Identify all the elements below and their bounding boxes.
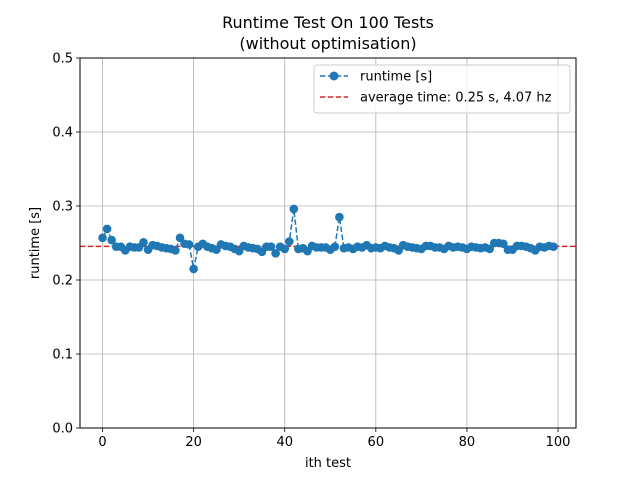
runtime-data-point	[175, 233, 185, 243]
y-tick-label: 0.4	[52, 126, 73, 141]
grid-layer	[80, 57, 576, 429]
runtime-data-point	[499, 239, 508, 249]
x-tick-label: 20	[185, 435, 202, 450]
legend-runtime-marker	[329, 71, 339, 81]
runtime-data-point	[184, 240, 194, 249]
y-tick-label: 0.0	[52, 422, 73, 437]
x-tick-label: 80	[459, 435, 476, 450]
runtime-data-point	[98, 233, 107, 243]
legend-average-label: average time: 0.25 s, 4.07 hz	[360, 91, 552, 106]
runtime-data-point	[284, 237, 294, 246]
y-tick-label: 0.2	[52, 274, 73, 289]
runtime-data-point	[485, 244, 494, 254]
runtime-data-point	[266, 242, 276, 251]
runtime-data-point	[189, 264, 198, 274]
x-tick-label: 40	[276, 435, 293, 450]
y-tick-label: 0.1	[52, 348, 73, 363]
series-layer	[98, 204, 558, 274]
runtime-data-point	[280, 244, 290, 254]
x-ticks: 0 20 40 60 80 100	[98, 428, 570, 450]
legend: runtime [s] average time: 0.25 s, 4.07 h…	[313, 64, 571, 114]
runtime-data-point	[335, 212, 344, 222]
runtime-data-point	[271, 249, 280, 258]
y-axis-title: runtime [s]	[28, 207, 43, 279]
runtime-data-point	[102, 224, 112, 234]
runtime-data-point	[330, 242, 340, 251]
y-ticks: 0.0 0.1 0.2 0.3 0.4 0.5	[52, 52, 80, 437]
plot-frame	[79, 57, 577, 429]
runtime-data-point	[549, 242, 558, 251]
x-tick-label: 100	[546, 435, 571, 450]
y-tick-label: 0.5	[52, 52, 73, 67]
runtime-data-point	[289, 204, 299, 214]
chart-subtitle: (without optimisation)	[239, 34, 416, 53]
x-axis-title: ith test	[305, 456, 351, 471]
runtime-data-point	[107, 235, 116, 245]
x-tick-label: 60	[368, 435, 385, 450]
y-tick-label: 0.3	[52, 200, 73, 215]
chart-title: Runtime Test On 100 Tests	[222, 13, 434, 32]
runtime-data-point	[171, 246, 180, 255]
x-tick-label: 0	[98, 435, 106, 450]
runtime-data-point	[139, 237, 148, 247]
legend-box	[313, 64, 571, 114]
legend-runtime-label: runtime [s]	[360, 70, 432, 85]
